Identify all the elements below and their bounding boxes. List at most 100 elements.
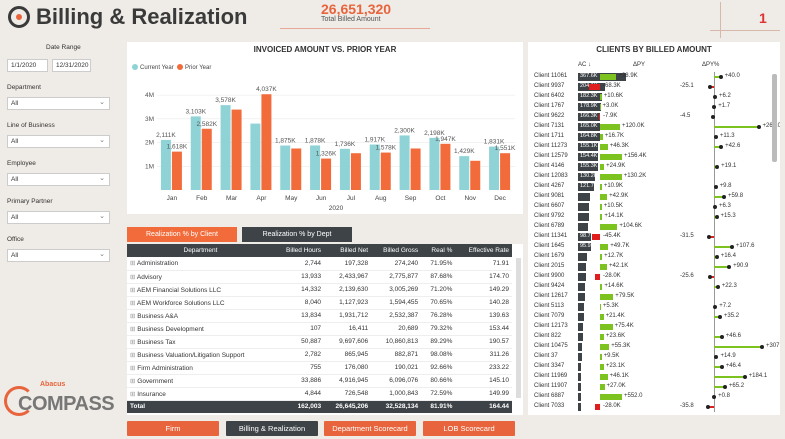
ac-bar [578,393,581,401]
client-row[interactable]: Client 1679 +12.7K +16.4 [528,252,773,262]
client-row[interactable]: Client 11273 155.1K +46.3K +42.6 [528,142,773,152]
filter-dropdown[interactable]: All ⌄ [7,97,110,110]
table-row[interactable]: ⊞ Business Valuation/Litigation Support 2… [127,348,512,361]
client-row[interactable]: Client 5113 +5.3K +7.2 [528,302,773,312]
table-row[interactable]: ⊞ Government 33,886 4,916,945 6,096,076 80.6… [127,374,512,387]
client-row[interactable]: Client 2015 +42.1K +90.9 [528,262,773,272]
client-row[interactable]: Client 6789 +104.6K [528,222,773,232]
client-row[interactable]: Client 12083 130.2K +130.2K [528,172,773,182]
ac-value: 367.6K [580,73,598,79]
client-row[interactable]: Client 12579 154.4K +156.4K [528,152,773,162]
filter-value: All [11,138,19,145]
alert-badge[interactable]: 1 [759,10,767,26]
delta-pct-value: -31.5 [680,233,694,239]
client-row[interactable]: Client 3347 +23.1K +46.4 [528,362,773,372]
column-header[interactable]: Billed Net [340,247,369,254]
table-row[interactable]: ⊞ Firm Administration 755 176,080 190,021 92… [127,361,512,374]
nav-dept-scorecard-button[interactable]: Department Scorecard [324,421,416,436]
client-row[interactable]: Client 6887 +552.0 +0.8 [528,392,773,402]
nav-firm-button[interactable]: Firm [127,421,219,436]
delta-py-bar [600,304,601,310]
x-tick-label: Feb [196,195,208,202]
client-row[interactable]: Client 12617 +79.5K [528,292,773,302]
end-date-input[interactable]: 12/31/2020 [52,59,91,72]
table-row[interactable]: ⊞ Insurance 4,844 726,548 1,000,843 72.59% 14… [127,387,512,400]
expand-icon[interactable]: ⊞ [130,325,138,333]
expand-icon[interactable]: ⊞ [130,286,137,294]
client-row[interactable]: Client 1645 95.9K +49.7K +107.6 [528,242,773,252]
client-row[interactable]: Client 11969 +46.1K +184.1 [528,372,773,382]
client-row[interactable]: Client 7033 -28.0K -35.8 [528,402,773,412]
ac-bar [578,303,584,311]
delta-pct-value: +16.4 [720,253,736,259]
client-row[interactable]: Client 37 +9.5K +14.9 [528,352,773,362]
expand-icon[interactable]: ⊞ [130,390,138,398]
client-row[interactable]: Client 11061 367.6K +98.9K +40.0 [528,72,773,82]
client-row[interactable]: Client 9792 +14.1K +15.3 [528,212,773,222]
tab-realization-by-dept[interactable]: Realization % by Dept [242,227,352,242]
expand-icon[interactable]: ⊞ [130,351,138,359]
client-row[interactable]: Client 4267 121.7K +10.9K +9.8 [528,182,773,192]
filter-dropdown[interactable]: All ⌄ [7,211,110,224]
client-row[interactable]: Client 9937204.1K-68.3K-25.1 [528,82,773,92]
client-row[interactable]: Client 9081 +42.9K +59.8 [528,192,773,202]
table-row[interactable]: ⊞ Business Tax 50,887 9,697,606 10,860,813 8… [127,335,512,348]
delta-py-bar [600,324,613,330]
nav-billing-button[interactable]: Billing & Realization [226,421,318,436]
delta-py-value: +55.3K [611,343,631,349]
column-header[interactable]: Department [183,247,218,254]
table-row[interactable]: ⊞ AEM Workforce Solutions LLC 8,040 1,127,… [127,296,512,309]
column-header[interactable]: Real % [431,247,453,254]
client-row[interactable]: Client 1711 164.8K +16.7K +11.3 [528,132,773,142]
table-row[interactable]: ⊞ Business A&A 13,834 1,931,712 2,532,387 76… [127,309,512,322]
expand-icon[interactable]: ⊞ [130,273,137,281]
expand-icon[interactable]: ⊞ [130,338,138,346]
client-row[interactable]: Client 11341 98.7K -45.4K -31.5 [528,232,773,242]
col-ac-header[interactable]: AC ↓ [578,62,592,68]
table-row[interactable]: ⊞ Advisory 13,933 2,433,967 2,775,877 87.68%… [127,270,512,283]
client-row[interactable]: Client 6402 182.3K +10.6K +6.2 [528,92,773,102]
expand-icon[interactable]: ⊞ [130,377,138,385]
column-header[interactable]: Effective Rate [468,247,509,254]
delta-pct-dot [756,125,761,129]
client-name: Client 9622 [534,113,565,119]
expand-icon[interactable]: ⊞ [130,312,138,320]
client-row[interactable]: Client 6607 +10.5K +6.3 [528,202,773,212]
table-row[interactable]: ⊞ AEM Financial Solutions LLC 14,332 2,139… [127,283,512,296]
client-row[interactable]: Client 7079 +21.4K +35.2 [528,312,773,322]
expand-icon[interactable]: ⊞ [130,260,137,268]
expand-icon[interactable]: ⊞ [130,364,138,372]
filter-dropdown[interactable]: All ⌄ [7,173,110,186]
delta-py-bar [600,164,604,170]
client-row[interactable]: Client 7131 165.0K +120.0K +267.0 [528,122,780,132]
delta-py-bar [600,264,607,270]
client-row[interactable]: Client 9622 166.3K -7.9K -4.5 [528,112,773,122]
table-row[interactable]: ⊞ Business Development 107 16,411 20,689 79.… [127,322,512,335]
expand-icon[interactable]: ⊞ [130,299,137,307]
x-tick-label: Mar [226,195,238,202]
nav-lob-scorecard-button[interactable]: LOB Scorecard [423,421,515,436]
client-row[interactable]: Client 4146 155.3K +24.9K +19.1 [528,162,773,172]
legend-label: Current Year [140,65,174,71]
column-header[interactable]: Billed Gross [383,247,419,254]
delta-py-value: +46.3K [609,143,629,149]
table-cell: Advisory [136,273,162,281]
client-row[interactable]: Client 10475 +55.3K +307.3 [528,342,780,352]
client-row[interactable]: Client 9900 -28.0K -25.6 [528,272,773,282]
table-scrollbar[interactable] [516,258,521,398]
client-row[interactable]: Client 9424 +14.6K +22.3 [528,282,773,292]
filter-dropdown[interactable]: All ⌄ [7,249,110,262]
client-row[interactable]: Client 1767 178.9K +3.0K +1.7 [528,102,773,112]
start-date-input[interactable]: 1/1/2020 [7,59,48,72]
client-row[interactable]: Client 822 +23.6K +46.6 [528,332,773,342]
kpi-total-billed-label: Total Billed Amount [321,16,381,23]
clients-scrollbar[interactable] [772,74,777,162]
client-row[interactable]: Client 11907 +27.0K +65.2 [528,382,773,392]
table-row[interactable]: ⊞ Administration 2,744 197,328 274,240 71.95… [127,257,512,270]
delta-py-value: +42.9K [609,193,629,199]
client-row[interactable]: Client 12173 +75.4K [528,322,773,332]
table-cell: 1,000,843 [389,390,419,397]
column-header[interactable]: Billed Hours [286,247,322,254]
tab-realization-by-client[interactable]: Realization % by Client [127,227,237,242]
filter-dropdown[interactable]: All ⌄ [7,135,110,148]
